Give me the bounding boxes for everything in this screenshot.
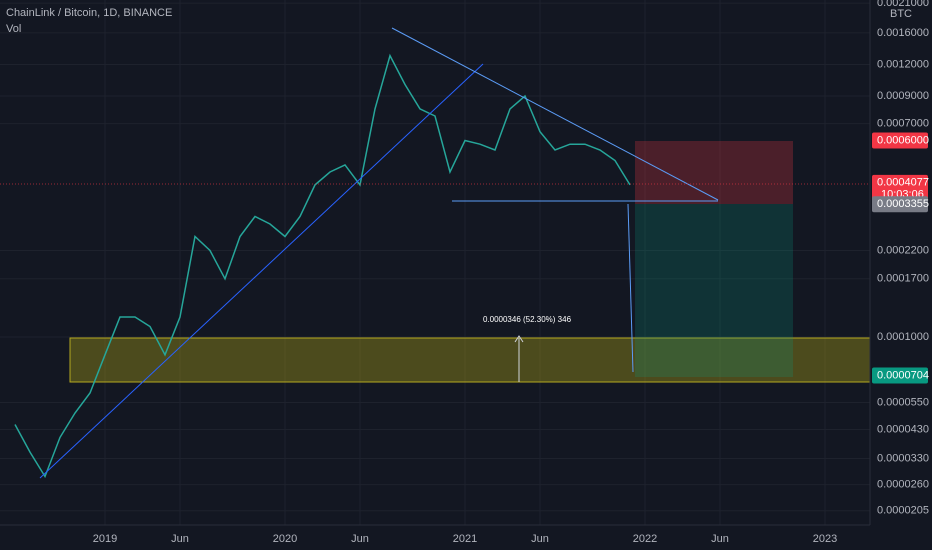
price-tag-label: 0.0000704 <box>877 369 929 381</box>
y-tick-label: 0.0012000 <box>877 58 929 70</box>
target-box <box>635 204 793 377</box>
arrow-head <box>514 335 524 343</box>
x-tick-label: 2019 <box>93 533 117 545</box>
x-tick-label: 2020 <box>273 533 297 545</box>
price-tag-label: 0.0003355 <box>877 198 929 210</box>
x-tick-label: 2021 <box>453 533 477 545</box>
chart-title: ChainLink / Bitcoin, 1D, BINANCE <box>6 7 172 19</box>
x-tick-label: Jun <box>711 533 729 545</box>
x-tick-label: 2023 <box>813 533 837 545</box>
stop-box <box>635 141 793 204</box>
trend-line <box>391 27 719 201</box>
y-tick-label: 0.0001700 <box>877 273 929 285</box>
price-line <box>14 53 631 479</box>
y-tick-label: 0.0000330 <box>877 452 929 464</box>
x-tick-label: Jun <box>351 533 369 545</box>
y-tick-label: 0.0000430 <box>877 423 929 435</box>
trend-line <box>39 63 484 479</box>
x-tick-label: Jun <box>171 533 189 545</box>
y-tick-label: 0.0021000 <box>877 0 929 9</box>
axis-unit: BTC <box>890 8 912 20</box>
y-tick-label: 0.0009000 <box>877 90 929 102</box>
y-tick-label: 0.0007000 <box>877 117 929 129</box>
price-tag <box>872 132 928 149</box>
price-tag <box>872 196 928 213</box>
price-tags: 0.0021000 0.0016000 0.0012000 0.0009000 0.00… <box>93 0 929 545</box>
measure-label: 0.0000346 (52.30%) 346 <box>483 315 572 324</box>
grid <box>0 0 870 525</box>
y-tick-label: 0.0000205 <box>877 505 929 517</box>
y-tick-label: 0.0002200 <box>877 244 929 256</box>
projection-line <box>627 203 634 373</box>
y-tick-label: 0.0001000 <box>877 331 929 343</box>
price-tag-label: 0.0006000 <box>877 134 929 146</box>
plot <box>14 53 631 479</box>
volume-label: Vol <box>6 23 21 35</box>
price-tag <box>872 367 928 384</box>
y-tick-label: 0.0016000 <box>877 27 929 39</box>
price-tag <box>872 174 928 203</box>
y-tick-label: 0.0000260 <box>877 479 929 491</box>
x-tick-label: 2022 <box>633 533 657 545</box>
y-tick-label: 0.0000550 <box>877 396 929 408</box>
demand-zone <box>69 337 871 383</box>
x-tick-label: Jun <box>531 533 549 545</box>
price-tag-label: 0.0004077 <box>877 177 929 189</box>
